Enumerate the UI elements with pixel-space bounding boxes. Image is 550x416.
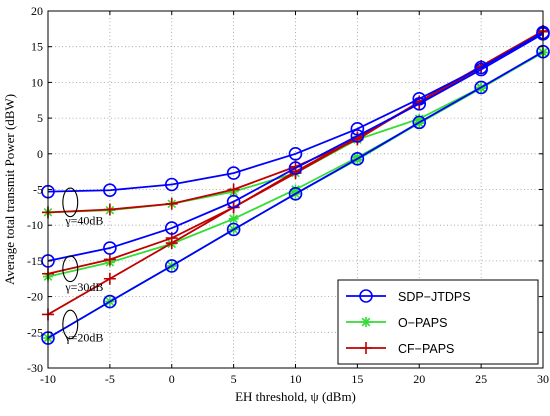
y-axis-label: Average total transmit Power (dBW) xyxy=(2,94,17,285)
x-axis-label: EH threshold, ψ (dBm) xyxy=(235,389,356,404)
data-point xyxy=(228,213,239,224)
series-line xyxy=(47,31,544,193)
data-point xyxy=(288,147,303,161)
group-ellipse xyxy=(62,187,79,218)
gamma-annotation: γ=40dB xyxy=(64,213,103,227)
legend-label: CF−PAPS xyxy=(398,342,454,356)
data-point xyxy=(103,294,117,309)
data-point xyxy=(103,253,116,266)
y-tick-label: -15 xyxy=(27,254,43,268)
gamma-annotation: γ=20dB xyxy=(64,331,103,345)
y-tick-label: -5 xyxy=(33,183,43,197)
y-tick-label: -10 xyxy=(27,218,43,232)
x-tick-label: -10 xyxy=(40,372,56,386)
y-tick-label: 10 xyxy=(31,75,43,89)
data-point xyxy=(474,80,488,95)
legend-item: O−PAPS xyxy=(346,316,447,330)
data-point xyxy=(412,97,427,111)
x-tick-label: -5 xyxy=(105,372,115,386)
y-tick-label: -25 xyxy=(27,325,43,339)
series-line xyxy=(47,33,544,262)
data-point xyxy=(226,194,241,209)
data-point xyxy=(103,203,116,216)
data-point xyxy=(474,62,488,77)
data-point xyxy=(412,115,427,130)
data-point xyxy=(164,221,179,235)
x-tick-label: 10 xyxy=(290,372,302,386)
data-point xyxy=(103,183,117,198)
x-tick-label: 5 xyxy=(231,372,237,386)
data-point xyxy=(350,151,365,166)
data-point xyxy=(350,122,365,136)
data-point xyxy=(288,161,303,175)
x-tick-label: 20 xyxy=(413,372,425,386)
x-tick-label: 25 xyxy=(475,372,487,386)
y-tick-label: 15 xyxy=(31,40,43,54)
x-tick-label: 0 xyxy=(169,372,175,386)
gamma-annotation: γ=30dB xyxy=(64,280,103,294)
y-tick-label: 20 xyxy=(31,4,43,18)
legend-item: SDP−JTDPS xyxy=(346,289,471,304)
data-point xyxy=(103,241,117,255)
legend-label: SDP−JTDPS xyxy=(398,290,471,304)
data-point xyxy=(164,259,179,273)
tick-layer: -10 -5 0 5 10 15 20 25 30 -30 -25 -20 -15 -10 -5 0 5 10 15… xyxy=(27,4,549,386)
y-tick-label: -20 xyxy=(27,290,43,304)
data-point xyxy=(103,272,116,285)
x-tick-label: 30 xyxy=(537,372,549,386)
data-point xyxy=(165,197,178,210)
data-point xyxy=(165,237,178,250)
legend-item: CF−PAPS xyxy=(346,342,454,356)
legend-marker xyxy=(359,289,373,303)
y-tick-label: 0 xyxy=(37,147,43,161)
data-point xyxy=(226,166,241,180)
y-tick-label: -30 xyxy=(27,361,43,375)
data-point xyxy=(350,129,365,143)
data-point xyxy=(164,177,179,192)
data-point xyxy=(227,183,240,196)
y-tick-label: 5 xyxy=(37,111,43,125)
legend: SDP−JTDPS O−PAPS CF−PAPS xyxy=(337,279,539,365)
series-line xyxy=(47,50,544,339)
group-ellipse xyxy=(62,309,79,340)
legend-marker xyxy=(360,342,372,354)
legend-label: O−PAPS xyxy=(398,316,447,330)
data-point xyxy=(226,222,241,237)
x-tick-label: 15 xyxy=(351,372,363,386)
annotation-layer: γ=40dB γ=30dB γ=20dB xyxy=(62,187,103,345)
legend-marker xyxy=(361,317,371,327)
data-point xyxy=(288,186,303,201)
group-ellipse xyxy=(62,255,79,283)
